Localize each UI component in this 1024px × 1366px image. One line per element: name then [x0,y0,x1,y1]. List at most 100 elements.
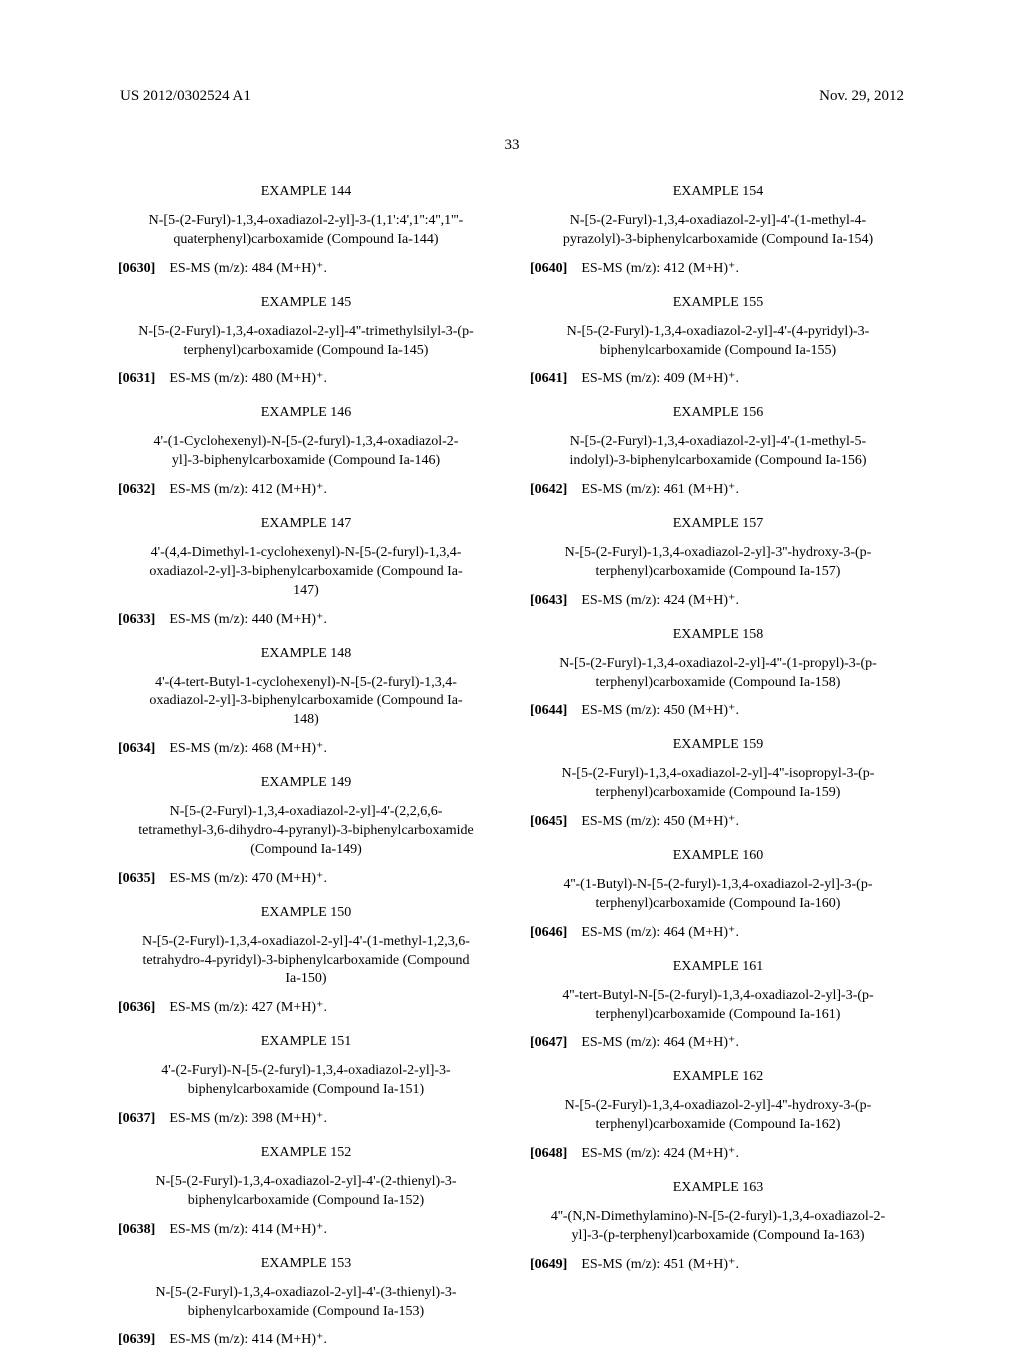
ms-value: ES-MS (m/z): 414 (M+H)⁺. [169,1221,494,1240]
ms-data-line: [0633] ES-MS (m/z): 440 (M+H)⁺. [118,611,494,630]
compound-name: N-[5-(2-Furyl)-1,3,4-oxadiazol-2-yl]-4''… [530,765,906,803]
ms-data-line: [0643] ES-MS (m/z): 424 (M+H)⁺. [530,592,906,611]
compound-name: N-[5-(2-Furyl)-1,3,4-oxadiazol-2-yl]-4''… [530,1097,906,1135]
paragraph-number: [0645] [530,813,567,832]
ms-value: ES-MS (m/z): 468 (M+H)⁺. [169,740,494,759]
ms-data-line: [0646] ES-MS (m/z): 464 (M+H)⁺. [530,924,906,943]
compound-name: N-[5-(2-Furyl)-1,3,4-oxadiazol-2-yl]-3-(… [118,212,494,250]
compound-name: N-[5-(2-Furyl)-1,3,4-oxadiazol-2-yl]-4''… [530,655,906,693]
ms-data-line: [0632] ES-MS (m/z): 412 (M+H)⁺. [118,481,494,500]
ms-data-line: [0637]ES-MS (m/z): 398 (M+H)⁺. [118,1110,494,1129]
example-block: EXAMPLE 161 4''-tert-Butyl-N-[5-(2-furyl)… [530,959,906,1054]
example-block: EXAMPLE 152N-[5-(2-Furyl)-1,3,4-oxadiazo… [118,1145,494,1240]
paragraph-number: [0646] [530,924,567,943]
ms-data-line: [0648]ES-MS (m/z): 424 (M+H)⁺. [530,1145,906,1164]
ms-data-line: [0638] ES-MS (m/z): 414 (M+H)⁺. [118,1221,494,1240]
paragraph-number: [0631] [118,370,155,389]
example-title: EXAMPLE 156 [530,405,906,421]
ms-value: ES-MS (m/z): 480 (M+H)⁺. [169,370,494,389]
example-title: EXAMPLE 163 [530,1180,906,1196]
paragraph-number: [0637] [118,1110,155,1129]
compound-name: 4''-tert-Butyl-N-[5-(2-furyl)-1,3,4-oxad… [530,987,906,1025]
example-block: EXAMPLE 153N-[5-(2-Furyl)-1,3,4-oxadiazo… [118,1256,494,1351]
content-columns: EXAMPLE 144 N-[5-(2-Furyl)-1,3,4-oxadiazo… [0,184,1024,1366]
example-block: EXAMPLE 159 N-[5-(2-Furyl)-1,3,4-oxadiazo… [530,737,906,832]
ms-data-line: [0644] ES-MS (m/z): 450 (M+H)⁺. [530,702,906,721]
ms-value: ES-MS (m/z): 484 (M+H)⁺. [169,260,494,279]
paragraph-number: [0636] [118,999,155,1018]
paragraph-number: [0643] [530,592,567,611]
example-title: EXAMPLE 145 [118,295,494,311]
paragraph-number: [0640] [530,260,567,279]
ms-data-line: [0642] ES-MS (m/z): 461 (M+H)⁺. [530,481,906,500]
example-block: EXAMPLE 148 4'-(4-tert-Butyl-1-cyclohexen… [118,646,494,760]
ms-value: ES-MS (m/z): 464 (M+H)⁺. [581,924,906,943]
paragraph-number: [0648] [530,1145,567,1164]
ms-value: ES-MS (m/z): 470 (M+H)⁺. [169,870,494,889]
paragraph-number: [0634] [118,740,155,759]
paragraph-number: [0639] [118,1331,155,1350]
ms-value: ES-MS (m/z): 412 (M+H)⁺. [169,481,494,500]
example-title: EXAMPLE 147 [118,516,494,532]
example-block: EXAMPLE 155N-[5-(2-Furyl)-1,3,4-oxadiazo… [530,295,906,390]
example-block: EXAMPLE 162 N-[5-(2-Furyl)-1,3,4-oxadiazo… [530,1069,906,1164]
example-block: EXAMPLE 144 N-[5-(2-Furyl)-1,3,4-oxadiazo… [118,184,494,279]
example-title: EXAMPLE 161 [530,959,906,975]
example-block: EXAMPLE 150 N-[5-(2-Furyl)-1,3,4-oxadiazo… [118,905,494,1019]
compound-name: N-[5-(2-Furyl)-1,3,4-oxadiazol-2-yl]-3''… [530,544,906,582]
ms-data-line: [0645] ES-MS (m/z): 450 (M+H)⁺. [530,813,906,832]
compound-name: 4'-(1-Cyclohexenyl)-N-[5-(2-furyl)-1,3,4… [118,433,494,471]
example-block: EXAMPLE 156 N-[5-(2-Furyl)-1,3,4-oxadiazo… [530,405,906,500]
ms-value: ES-MS (m/z): 440 (M+H)⁺. [169,611,494,630]
ms-value: ES-MS (m/z): 450 (M+H)⁺. [581,702,906,721]
page-header: US 2012/0302524 A1 Nov. 29, 2012 [0,0,1024,115]
compound-name: N-[5-(2-Furyl)-1,3,4-oxadiazol-2-yl]-4'-… [118,803,494,860]
ms-value: ES-MS (m/z): 414 (M+H)⁺. [169,1331,494,1350]
example-block: EXAMPLE 149N-[5-(2-Furyl)-1,3,4-oxadiazo… [118,775,494,889]
ms-data-line: [0631] ES-MS (m/z): 480 (M+H)⁺. [118,370,494,389]
compound-name: 4''-(1-Butyl)-N-[5-(2-furyl)-1,3,4-oxadi… [530,876,906,914]
paragraph-number: [0638] [118,1221,155,1240]
example-block: EXAMPLE 157N-[5-(2-Furyl)-1,3,4-oxadiazo… [530,516,906,611]
compound-name: N-[5-(2-Furyl)-1,3,4-oxadiazol-2-yl]-4'-… [118,933,494,990]
paragraph-number: [0632] [118,481,155,500]
paragraph-number: [0633] [118,611,155,630]
compound-name: N-[5-(2-Furyl)-1,3,4-oxadiazol-2-yl]-4''… [118,323,494,361]
ms-value: ES-MS (m/z): 450 (M+H)⁺. [581,813,906,832]
paragraph-number: [0642] [530,481,567,500]
ms-value: ES-MS (m/z): 424 (M+H)⁺. [581,592,906,611]
paragraph-number: [0635] [118,870,155,889]
compound-name: 4'-(2-Furyl)-N-[5-(2-furyl)-1,3,4-oxadia… [118,1062,494,1100]
compound-name: 4'-(4-tert-Butyl-1-cyclohexenyl)-N-[5-(2… [118,674,494,731]
example-block: EXAMPLE 1474'-(4,4-Dimethyl-1-cyclohexen… [118,516,494,630]
ms-data-line: [0641] ES-MS (m/z): 409 (M+H)⁺. [530,370,906,389]
paragraph-number: [0641] [530,370,567,389]
compound-name: N-[5-(2-Furyl)-1,3,4-oxadiazol-2-yl]-4'-… [118,1284,494,1322]
ms-data-line: [0647]ES-MS (m/z): 464 (M+H)⁺. [530,1034,906,1053]
example-title: EXAMPLE 144 [118,184,494,200]
ms-value: ES-MS (m/z): 409 (M+H)⁺. [581,370,906,389]
ms-data-line: [0640]ES-MS (m/z): 412 (M+H)⁺. [530,260,906,279]
example-title: EXAMPLE 152 [118,1145,494,1161]
example-block: EXAMPLE 145 N-[5-(2-Furyl)-1,3,4-oxadiazo… [118,295,494,390]
example-title: EXAMPLE 148 [118,646,494,662]
example-title: EXAMPLE 162 [530,1069,906,1085]
ms-data-line: [0636] ES-MS (m/z): 427 (M+H)⁺. [118,999,494,1018]
example-block: EXAMPLE 158N-[5-(2-Furyl)-1,3,4-oxadiazo… [530,627,906,722]
example-block: EXAMPLE 154 N-[5-(2-Furyl)-1,3,4-oxadiazo… [530,184,906,279]
publication-number: US 2012/0302524 A1 [120,88,251,105]
page-number: 33 [0,137,1024,154]
example-block: EXAMPLE 1634''-(N,N-Dimethylamino)-N-[5-… [530,1180,906,1275]
paragraph-number: [0644] [530,702,567,721]
example-title: EXAMPLE 159 [530,737,906,753]
example-title: EXAMPLE 150 [118,905,494,921]
example-title: EXAMPLE 146 [118,405,494,421]
right-column: EXAMPLE 154 N-[5-(2-Furyl)-1,3,4-oxadiazo… [530,184,906,1366]
example-title: EXAMPLE 154 [530,184,906,200]
example-title: EXAMPLE 151 [118,1034,494,1050]
ms-value: ES-MS (m/z): 461 (M+H)⁺. [581,481,906,500]
compound-name: N-[5-(2-Furyl)-1,3,4-oxadiazol-2-yl]-4'-… [530,433,906,471]
compound-name: N-[5-(2-Furyl)-1,3,4-oxadiazol-2-yl]-4'-… [530,212,906,250]
ms-value: ES-MS (m/z): 427 (M+H)⁺. [169,999,494,1018]
ms-data-line: [0630]ES-MS (m/z): 484 (M+H)⁺. [118,260,494,279]
